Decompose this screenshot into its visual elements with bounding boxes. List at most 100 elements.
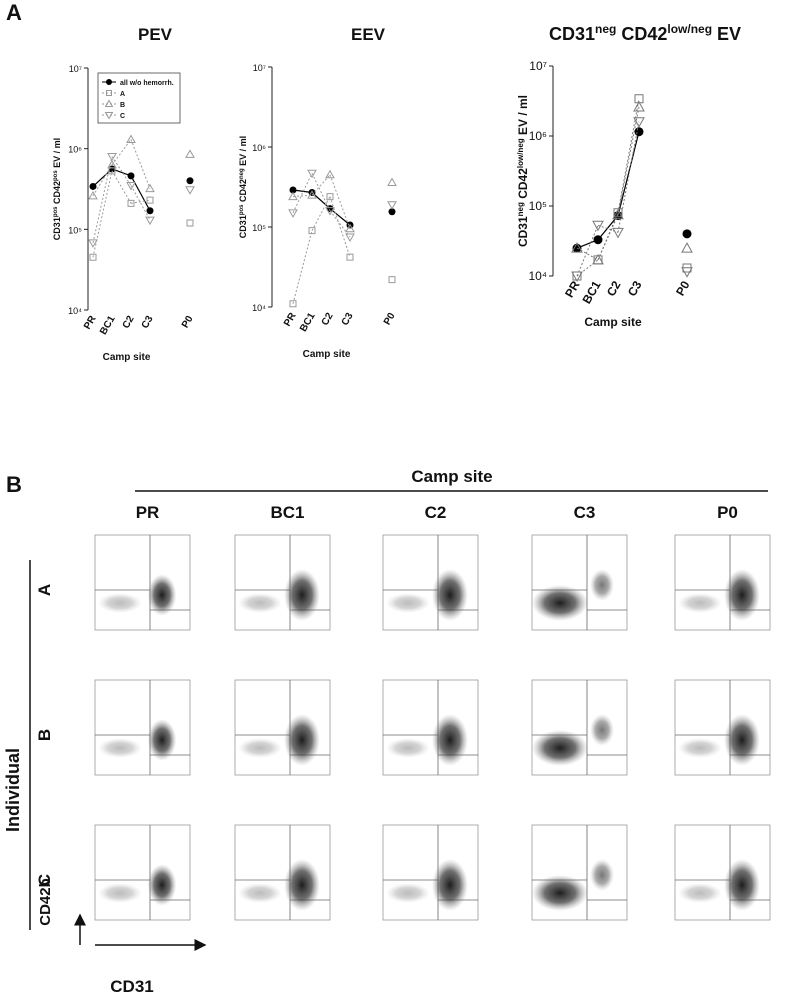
text-part: CD42	[52, 181, 62, 207]
dot-cloud	[238, 593, 282, 613]
x-tick-label: C3	[625, 278, 645, 299]
dot-cloud	[386, 593, 430, 613]
series-segment	[617, 98, 640, 213]
point	[325, 207, 335, 216]
dot-cloud	[98, 883, 142, 903]
y-tick-label: 10⁷	[253, 63, 266, 73]
point	[289, 300, 297, 308]
point	[633, 100, 645, 112]
point	[146, 196, 154, 204]
dot-cloud	[284, 714, 320, 766]
point	[126, 134, 136, 143]
dot-cloud	[532, 730, 588, 766]
series-segment	[130, 185, 151, 221]
point	[326, 193, 334, 201]
dot-cloud	[386, 883, 430, 903]
x-tick-label: P0	[382, 311, 398, 327]
dot-cloud	[284, 859, 320, 911]
y-tick-label: 10⁶	[68, 145, 82, 155]
point	[307, 169, 317, 179]
point	[682, 229, 692, 239]
legend-marker	[104, 112, 114, 120]
point	[127, 199, 135, 207]
dot-cloud	[532, 875, 588, 911]
x-tick-label: PR	[282, 310, 299, 328]
text-part: CD31	[238, 215, 248, 238]
row-label: B	[35, 729, 54, 741]
point	[325, 169, 335, 179]
legend-marker	[106, 79, 112, 85]
legend-label: C	[120, 113, 125, 120]
chart-title: EEV	[351, 25, 386, 44]
text-part: CD31	[516, 216, 530, 247]
series-segment	[292, 173, 313, 214]
plot-frame	[94, 824, 191, 921]
series-segment	[576, 225, 599, 277]
text-part: low/neg	[667, 22, 712, 36]
dot-cloud	[724, 714, 760, 766]
series-segment	[130, 139, 151, 189]
text-part: neg	[516, 202, 525, 216]
x-tick-label: PR	[82, 313, 99, 331]
dot-cloud	[147, 574, 177, 616]
point	[185, 186, 195, 195]
dot-cloud	[147, 864, 177, 906]
x-axis-label: Camp site	[303, 349, 351, 360]
dot-cloud	[386, 738, 430, 758]
text-part: PEV	[138, 25, 173, 44]
text-part: EV / ml	[52, 138, 62, 171]
point	[186, 219, 194, 227]
legend-marker	[106, 90, 112, 96]
dot-cloud	[724, 569, 760, 621]
text-part: pos	[239, 204, 245, 215]
series-segment	[597, 215, 619, 241]
x-tick-label: BC1	[298, 311, 318, 334]
point	[634, 127, 644, 137]
point	[387, 201, 397, 210]
series-segment	[311, 174, 331, 196]
point	[288, 209, 298, 218]
point	[634, 94, 644, 104]
point	[612, 227, 624, 239]
series-segment	[617, 106, 640, 215]
point	[289, 186, 297, 194]
chart-title: CD31neg CD42low/neg EV	[549, 22, 741, 44]
y-tick-label: 10⁴	[252, 303, 266, 313]
column-header: Camp site	[411, 467, 492, 486]
point	[107, 152, 117, 162]
dot-cloud	[532, 585, 588, 621]
series-segment	[329, 208, 351, 226]
y-tick-label: 10⁵	[529, 199, 547, 213]
legend-label: B	[120, 102, 125, 109]
point	[307, 190, 317, 199]
series-segment	[292, 194, 313, 198]
dot-cloud	[238, 883, 282, 903]
column-label: PR	[136, 503, 160, 522]
text-part: EV / ml	[516, 95, 530, 138]
point	[288, 191, 298, 201]
point	[388, 276, 396, 284]
y-tick-label: 10⁴	[528, 269, 547, 283]
series-segment	[311, 173, 331, 211]
column-label: C3	[574, 503, 596, 522]
legend-label: all w/o hemorrh.	[120, 80, 174, 87]
point	[88, 190, 98, 200]
row-label: C	[35, 874, 54, 886]
dot-cloud	[238, 738, 282, 758]
y-tick-label: 10⁶	[252, 143, 266, 153]
series-segment	[92, 170, 113, 258]
text-part: CD42	[238, 179, 248, 205]
series-segment	[617, 131, 640, 216]
text-part: pos	[53, 170, 59, 181]
panel-label: B	[6, 472, 22, 497]
panel-label: A	[6, 0, 22, 25]
point	[88, 239, 98, 248]
series-segment	[329, 174, 351, 229]
point	[592, 253, 604, 265]
dot-cloud	[724, 859, 760, 911]
text-part: CD42	[616, 24, 667, 44]
dot-cloud	[590, 714, 614, 746]
text-part: low/neg	[516, 138, 525, 168]
text-part: EEV	[351, 25, 386, 44]
point	[145, 183, 155, 193]
